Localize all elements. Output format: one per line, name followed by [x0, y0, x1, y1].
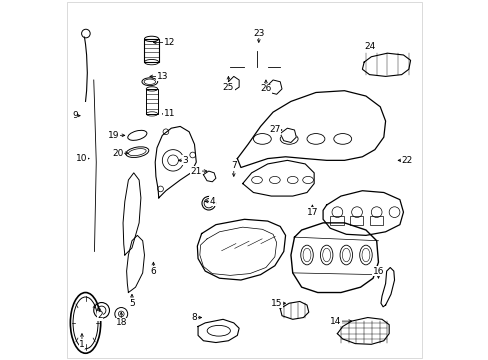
Text: 27: 27: [268, 126, 280, 135]
Text: 6: 6: [150, 267, 156, 276]
Text: 24: 24: [363, 41, 374, 50]
Text: 18: 18: [115, 318, 127, 327]
Text: 5: 5: [129, 299, 135, 308]
Bar: [349, 216, 363, 225]
Bar: [146, 89, 157, 114]
Text: 3: 3: [183, 156, 188, 165]
Text: 14: 14: [329, 316, 341, 325]
Text: 4: 4: [209, 197, 215, 206]
Text: 13: 13: [156, 72, 168, 81]
Polygon shape: [290, 223, 378, 293]
Bar: [329, 216, 343, 225]
Polygon shape: [197, 219, 285, 280]
Text: 1: 1: [79, 340, 84, 349]
Polygon shape: [155, 126, 196, 198]
Text: 20: 20: [112, 149, 123, 158]
Polygon shape: [280, 128, 296, 143]
Text: 9: 9: [72, 111, 78, 120]
Text: 23: 23: [253, 29, 264, 38]
Text: 10: 10: [76, 154, 87, 163]
Polygon shape: [267, 80, 282, 94]
Polygon shape: [337, 318, 388, 344]
Text: 26: 26: [260, 84, 271, 93]
Text: 22: 22: [401, 156, 412, 165]
Polygon shape: [242, 160, 313, 196]
Polygon shape: [362, 53, 410, 76]
Polygon shape: [280, 301, 308, 319]
Text: 25: 25: [222, 83, 234, 92]
Text: 8: 8: [191, 313, 197, 322]
Text: 15: 15: [270, 299, 282, 308]
Text: 2: 2: [97, 311, 102, 320]
Polygon shape: [237, 91, 385, 167]
Text: 16: 16: [372, 267, 384, 276]
Polygon shape: [323, 191, 403, 235]
Text: 19: 19: [108, 131, 120, 140]
Bar: [369, 216, 382, 225]
Text: 7: 7: [230, 161, 236, 170]
Text: 12: 12: [163, 38, 175, 47]
Text: 11: 11: [163, 109, 175, 118]
Bar: [144, 39, 159, 62]
Text: 17: 17: [306, 208, 318, 217]
Polygon shape: [228, 76, 239, 91]
Polygon shape: [198, 319, 239, 342]
Text: 21: 21: [190, 167, 202, 176]
